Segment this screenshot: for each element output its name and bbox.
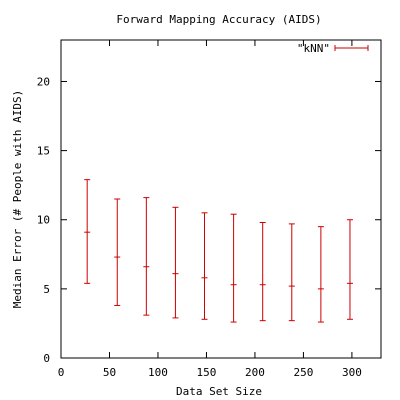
x-tick-label: 250	[293, 366, 313, 379]
legend-label: "kNN"	[297, 42, 330, 55]
y-axis-label: Median Error (# People with AIDS)	[11, 90, 24, 309]
y-tick-label: 20	[37, 75, 50, 88]
error-bar-point	[317, 226, 324, 323]
y-tick-label: 5	[43, 283, 50, 296]
x-tick-label: 300	[342, 366, 362, 379]
legend: "kNN"	[297, 42, 369, 55]
x-tick-label: 200	[245, 366, 265, 379]
plot-frame	[60, 39, 382, 359]
error-bar-point	[143, 197, 150, 316]
x-axis-label: Data Set Size	[176, 385, 262, 398]
error-bar-point	[201, 212, 208, 320]
error-bar-point	[84, 179, 91, 284]
y-tick-label: 0	[43, 352, 50, 365]
x-tick-label: 100	[148, 366, 168, 379]
data-marks	[84, 179, 353, 323]
error-bar-point	[230, 213, 237, 323]
y-tick-label: 15	[37, 145, 50, 158]
error-bar-point	[288, 223, 295, 322]
error-bar-point	[259, 222, 266, 322]
x-tick-label: 50	[103, 366, 116, 379]
x-tick-label: 0	[58, 366, 65, 379]
error-bar-point	[114, 198, 121, 306]
chart-title: Forward Mapping Accuracy (AIDS)	[116, 13, 321, 26]
x-tick-label: 150	[197, 366, 217, 379]
y-tick-label: 10	[37, 214, 50, 227]
error-bar-point	[346, 219, 353, 320]
axis-ticks: 0 50 100 150 200 250 300 0 5 10 15 20	[37, 40, 381, 379]
error-bar-point	[172, 206, 179, 319]
